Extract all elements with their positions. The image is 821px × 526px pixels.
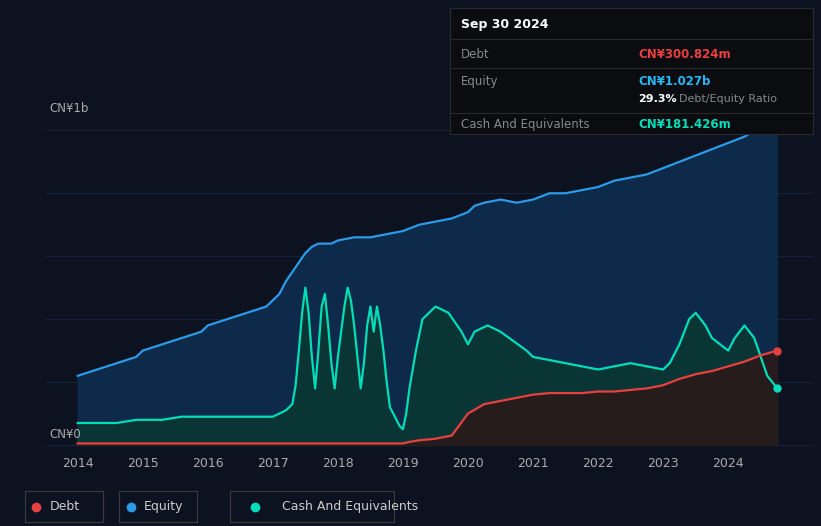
Text: Debt: Debt bbox=[461, 48, 489, 61]
Text: Equity: Equity bbox=[461, 75, 498, 88]
Text: CN¥181.426m: CN¥181.426m bbox=[639, 117, 732, 130]
Text: Cash And Equivalents: Cash And Equivalents bbox=[282, 500, 419, 513]
Text: CN¥1.027b: CN¥1.027b bbox=[639, 75, 711, 88]
Text: CN¥0: CN¥0 bbox=[49, 428, 80, 441]
Text: Sep 30 2024: Sep 30 2024 bbox=[461, 18, 548, 31]
Text: Debt/Equity Ratio: Debt/Equity Ratio bbox=[678, 94, 777, 104]
Text: CN¥300.824m: CN¥300.824m bbox=[639, 48, 732, 61]
Text: Debt: Debt bbox=[49, 500, 80, 513]
Text: Equity: Equity bbox=[144, 500, 184, 513]
Text: CN¥1b: CN¥1b bbox=[49, 102, 89, 115]
Text: Cash And Equivalents: Cash And Equivalents bbox=[461, 117, 589, 130]
Text: 29.3%: 29.3% bbox=[639, 94, 677, 104]
